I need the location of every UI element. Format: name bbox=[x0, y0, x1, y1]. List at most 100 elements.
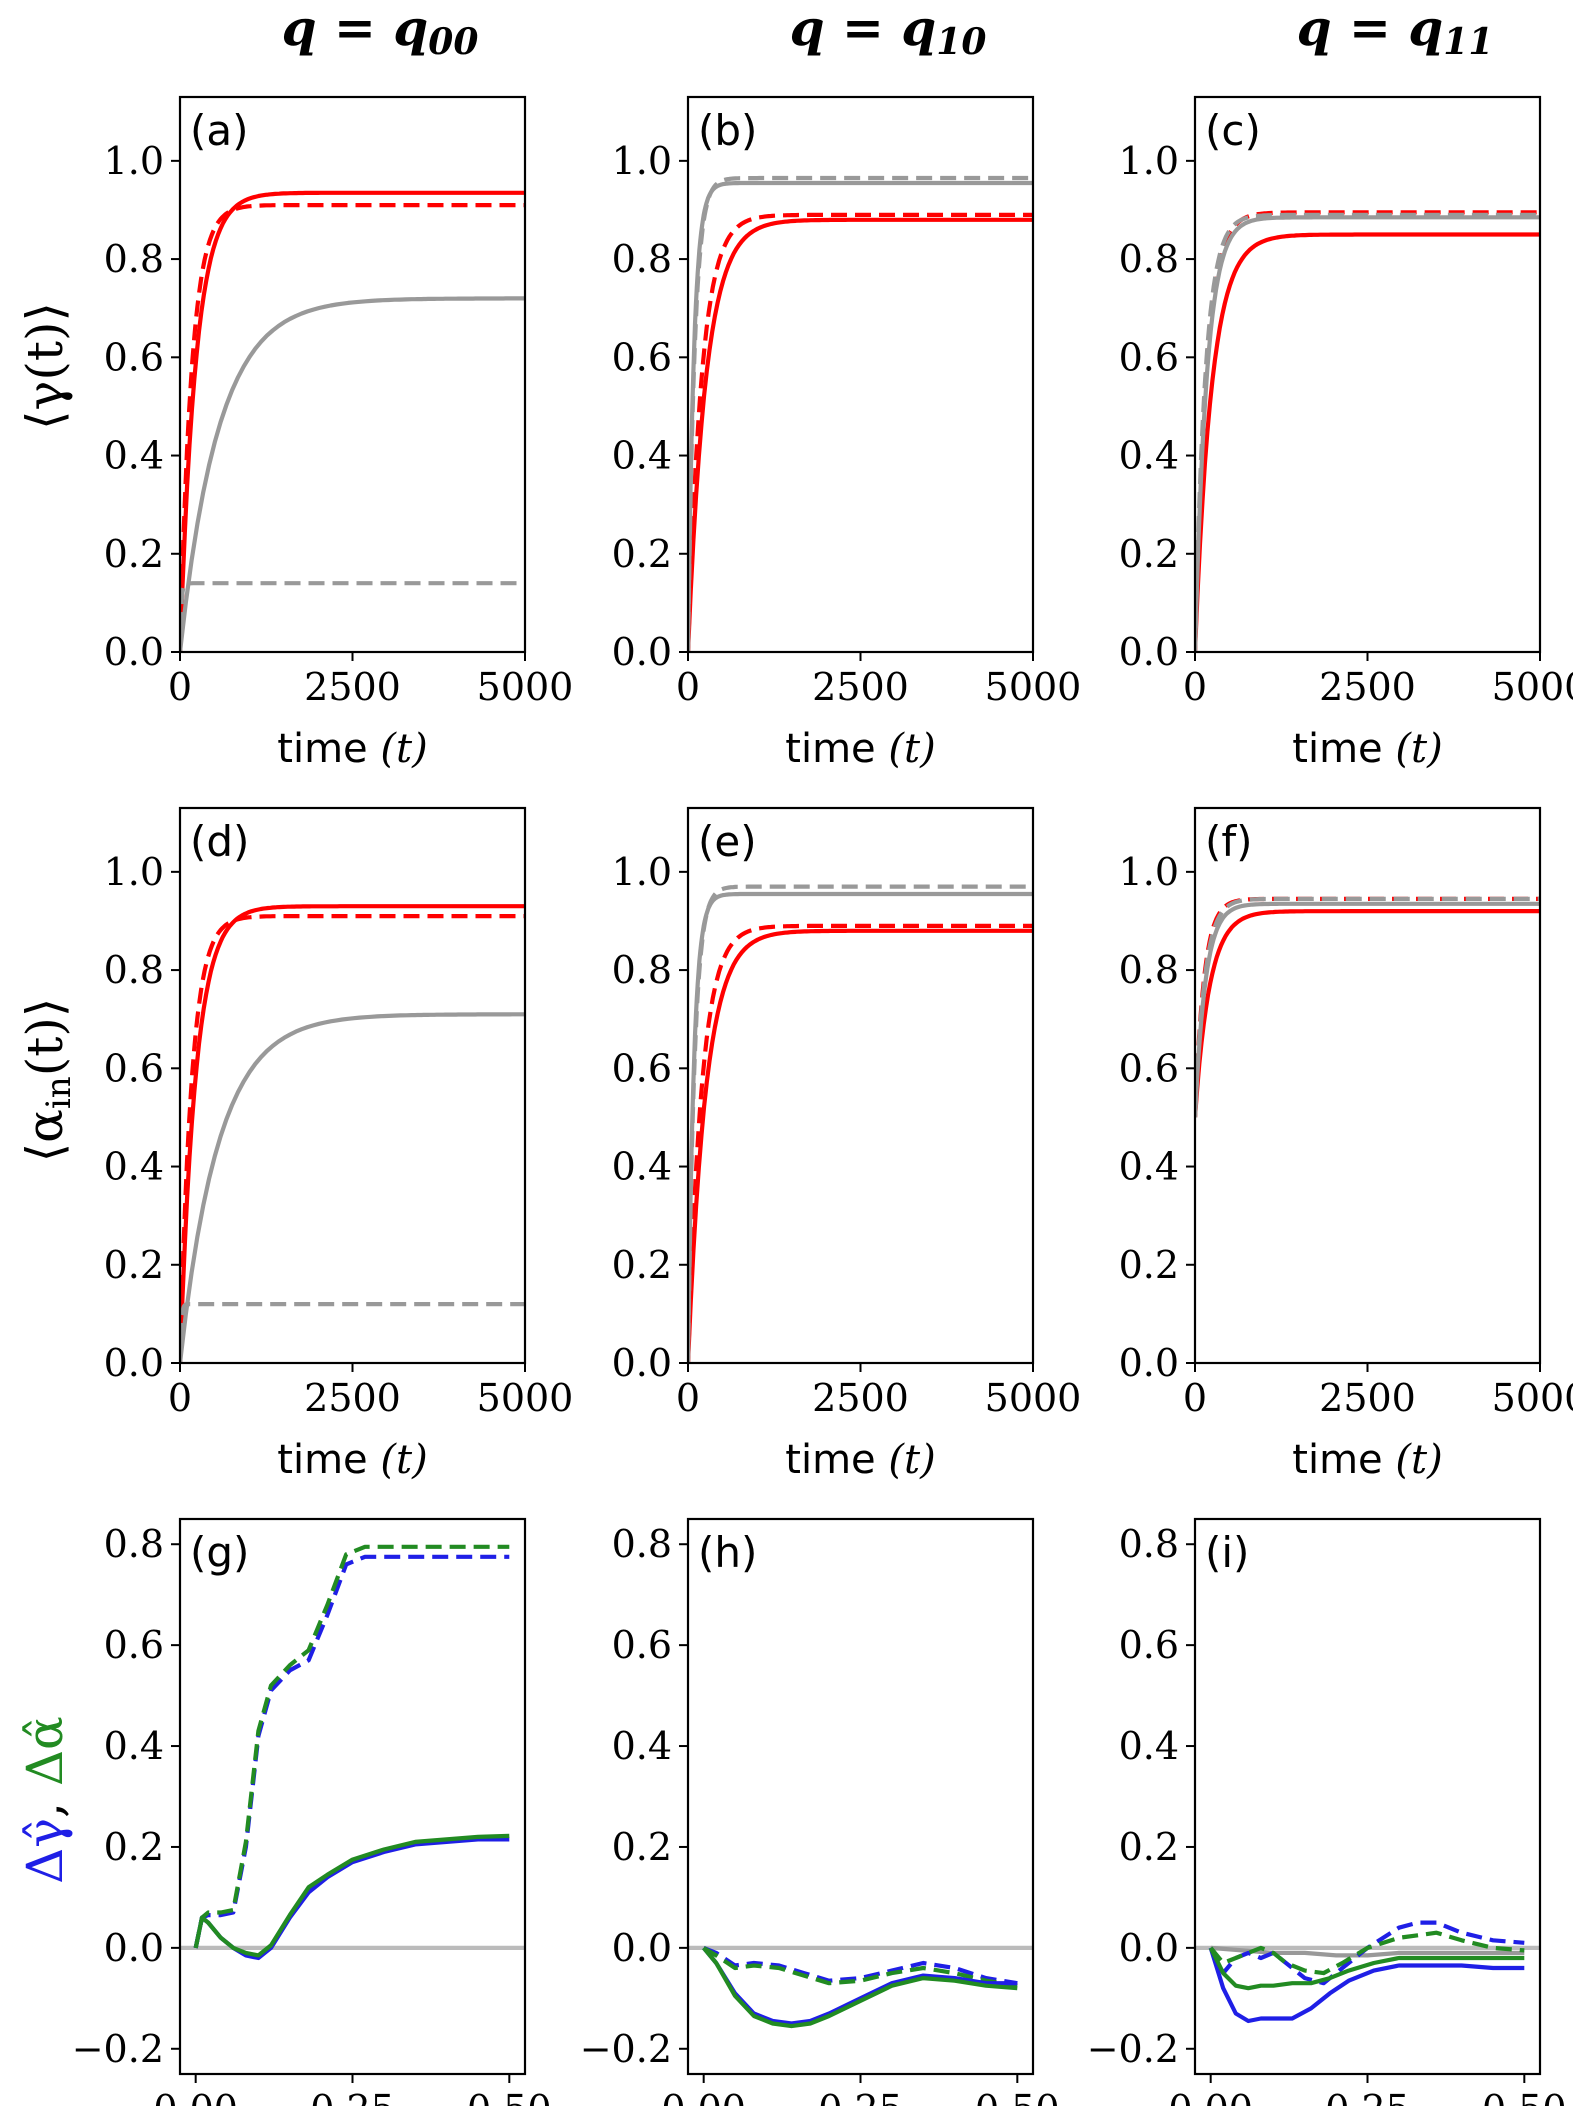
panel-i-series bbox=[1195, 1920, 1540, 2024]
panel-h-tag: (h) bbox=[698, 1528, 757, 1577]
panel-h-frame bbox=[686, 1517, 1035, 2076]
column-title-q00: q = q00 bbox=[282, 0, 479, 63]
panel-d-red-solid-line bbox=[180, 904, 525, 1363]
panel-h-series bbox=[688, 1945, 1033, 2029]
panel-g-xtick-label: 0.25 bbox=[310, 2087, 395, 2106]
panel-g: 0.000.250.50−0.20.00.20.40.60.8(g)noise … bbox=[72, 1517, 552, 2106]
panel-c-red-dashed-line bbox=[1195, 210, 1540, 652]
row2-ylabel: ⟨αin(t)⟩ bbox=[16, 998, 79, 1163]
panel-g-ytick-label: 0.0 bbox=[104, 1926, 164, 1970]
panel-h-xtick-label: 0.25 bbox=[818, 2087, 903, 2106]
panel-i-ytick-label: 0.2 bbox=[1119, 1825, 1179, 1869]
panel-g-series bbox=[180, 1544, 525, 1961]
panel-b-ytick-label: 0.2 bbox=[612, 532, 672, 576]
panel-d-tag: (d) bbox=[190, 817, 249, 866]
panel-g-ytick-label: 0.2 bbox=[104, 1825, 164, 1869]
panel-g-xtick-label: 0.00 bbox=[153, 2087, 238, 2106]
panel-b-ytick-label: 0.0 bbox=[612, 630, 672, 674]
panel-f-gray-solid-line bbox=[1195, 901, 1540, 1118]
panel-c-gray-dashed-line bbox=[1195, 212, 1540, 652]
panel-g-blue-dashed-line bbox=[193, 1554, 510, 1949]
panel-c-ytick-label: 0.8 bbox=[1119, 237, 1179, 281]
panel-a-xtick-label: 0 bbox=[168, 665, 192, 709]
panel-c-xtick-label: 5000 bbox=[1492, 665, 1573, 709]
panel-g-ytick-label: 0.4 bbox=[104, 1724, 164, 1768]
panel-e-tag: (e) bbox=[698, 817, 757, 866]
panel-e-ytick-label: 0.0 bbox=[612, 1341, 672, 1385]
panel-i-xtick-label: 0.25 bbox=[1325, 2087, 1410, 2106]
panel-a: 0 2500 5000 0.0 0.2 0.4 0.6 0.8 1.0 (a) time (t) bbox=[104, 95, 573, 772]
panel-i-ytick-label: 0.4 bbox=[1119, 1724, 1179, 1768]
panel-d-gray-dashed-line bbox=[180, 1302, 525, 1363]
row3-ylabel-delta-gamma: Δγ̂ bbox=[16, 1818, 74, 1884]
panel-g-green-solid-line bbox=[193, 1833, 510, 1958]
panel-g-xtick-label: 0.50 bbox=[467, 2087, 552, 2106]
column-title-q10: q = q10 bbox=[790, 0, 987, 63]
panel-e-ytick-label: 0.6 bbox=[612, 1046, 672, 1090]
panel-h-ytick-label: 0.2 bbox=[612, 1825, 672, 1869]
panel-a-gray-dashed-line bbox=[180, 581, 525, 652]
panel-e-xtick-label: 0 bbox=[676, 1376, 700, 1420]
panel-a-xtick-label: 2500 bbox=[304, 665, 401, 709]
panel-i-ytick-label: 0.8 bbox=[1119, 1522, 1179, 1566]
panel-a-ytick-label: 0.0 bbox=[104, 630, 164, 674]
panel-d-ytick-label: 0.0 bbox=[104, 1341, 164, 1385]
panel-b-ytick-label: 0.8 bbox=[612, 237, 672, 281]
panel-c-ytick-label: 0.4 bbox=[1119, 434, 1179, 478]
panel-i-green-dashed-line bbox=[1209, 1930, 1525, 1976]
panel-f-xtick-label: 5000 bbox=[1492, 1376, 1573, 1420]
panel-h-ytick-label: 0.4 bbox=[612, 1724, 672, 1768]
panel-b-xtick-label: 0 bbox=[676, 665, 700, 709]
panel-c-xlabel: time (t) bbox=[1292, 726, 1442, 772]
panel-h-ytick-label: 0.0 bbox=[612, 1926, 672, 1970]
panel-i-xtick-label: 0.50 bbox=[1482, 2087, 1567, 2106]
panel-b-xtick-label: 5000 bbox=[985, 665, 1082, 709]
panel-e-xlabel: time (t) bbox=[785, 1437, 935, 1483]
panel-d-xlabel: time (t) bbox=[277, 1437, 427, 1483]
panel-f-ytick-label: 0.6 bbox=[1119, 1046, 1179, 1090]
panel-f-xtick-label: 2500 bbox=[1319, 1376, 1416, 1420]
panel-g-ytick-label: 0.8 bbox=[104, 1522, 164, 1566]
panel-c-frame bbox=[1193, 95, 1542, 654]
panel-f-red-dashed-line bbox=[1195, 896, 1540, 1118]
panel-c-ytick-label: 1.0 bbox=[1119, 139, 1179, 183]
panel-h-green-dashed-line bbox=[702, 1946, 1018, 1988]
panel-d-red-dashed-line bbox=[180, 914, 525, 1363]
panel-i-ytick-label: −0.2 bbox=[1087, 2027, 1179, 2071]
panel-d-ytick-label: 1.0 bbox=[104, 850, 164, 894]
panel-i-gray-solid-line bbox=[1210, 1945, 1525, 1958]
row3-ylabel: Δγ̂, Δα̂ bbox=[16, 1716, 74, 1884]
panel-a-ytick-label: 1.0 bbox=[104, 139, 164, 183]
panel-e-red-dashed-line bbox=[688, 923, 1033, 1363]
panel-i-ytick-label: 0.6 bbox=[1119, 1623, 1179, 1667]
panel-d-ytick-label: 0.6 bbox=[104, 1046, 164, 1090]
panel-e-gray-dashed-line bbox=[688, 884, 1033, 1363]
panel-h-ytick-label: 0.6 bbox=[612, 1623, 672, 1667]
column-title-q11: q = q11 bbox=[1297, 0, 1494, 63]
panel-b-gray-solid-line bbox=[688, 180, 1033, 652]
panel-a-ytick-label: 0.6 bbox=[104, 335, 164, 379]
panel-e-xtick-label: 5000 bbox=[985, 1376, 1082, 1420]
panel-c-xtick-label: 0 bbox=[1183, 665, 1207, 709]
panel-d-xtick-label: 5000 bbox=[477, 1376, 574, 1420]
panel-i-tag: (i) bbox=[1205, 1528, 1249, 1577]
panel-f-tag: (f) bbox=[1205, 817, 1253, 866]
panel-f-red-solid-line bbox=[1195, 909, 1540, 1118]
panel-i-blue-dashed-line bbox=[1208, 1920, 1525, 1986]
panel-c: 0 2500 5000 0.0 0.2 0.4 0.6 0.8 1.0 (c) time (t) bbox=[1119, 95, 1573, 772]
panel-c-ytick-label: 0.2 bbox=[1119, 532, 1179, 576]
panel-f-ytick-label: 0.4 bbox=[1119, 1145, 1179, 1189]
panel-i-ytick-label: 0.0 bbox=[1119, 1926, 1179, 1970]
panel-f-gray-dashed-line bbox=[1195, 896, 1540, 1118]
panel-i-blue-solid-line bbox=[1208, 1947, 1525, 2024]
panel-c-red-solid-line bbox=[1195, 232, 1540, 652]
panel-b-ytick-label: 0.4 bbox=[612, 434, 672, 478]
panel-g-ytick-label: −0.2 bbox=[72, 2027, 164, 2071]
panel-h-ytick-label: 0.8 bbox=[612, 1522, 672, 1566]
row3-ylabel-delta-alpha: Δα̂ bbox=[16, 1716, 74, 1786]
panel-e-ytick-label: 0.8 bbox=[612, 948, 672, 992]
panel-d-ytick-label: 0.2 bbox=[104, 1243, 164, 1287]
panel-a-ytick-label: 0.4 bbox=[104, 434, 164, 478]
panel-e-frame bbox=[686, 806, 1035, 1365]
